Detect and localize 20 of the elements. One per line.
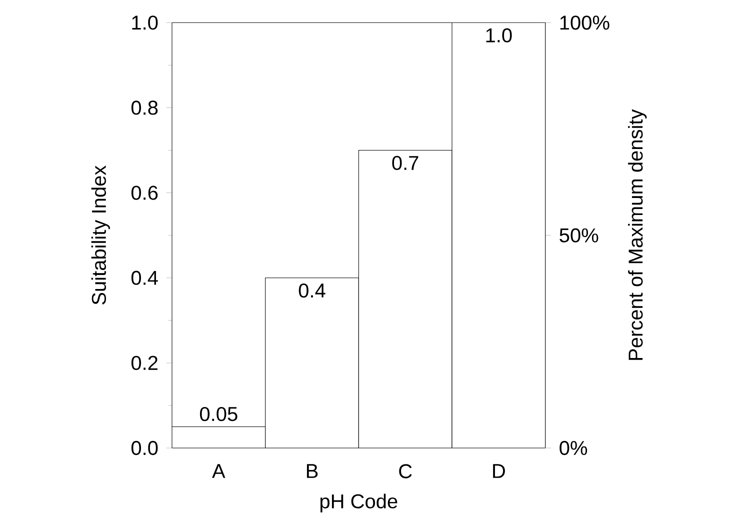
y-tick-label: 1.0	[132, 16, 158, 30]
y-tick-label: 0.0	[131, 440, 158, 456]
y-tick-label: 0.8	[131, 100, 158, 115]
x-tick-label: A	[212, 464, 226, 478]
data-label: 1.0	[486, 28, 512, 42]
x-tick-label: B	[306, 464, 318, 478]
x-tick-label: C	[399, 464, 412, 478]
x-tick-label: D	[493, 464, 505, 478]
y-tick-label: 0.4	[131, 270, 158, 285]
data-label: 0.4	[298, 283, 326, 298]
y2-axis-title: Percent of Maximum density	[628, 109, 647, 360]
y-axis-title: Suitability Index	[91, 166, 110, 304]
y2-tick-label: 50%	[560, 228, 598, 242]
data-label: 0.7	[392, 156, 418, 170]
y-tick-label: 0.6	[131, 186, 158, 200]
y-tick-label: 0.2	[131, 356, 158, 370]
y2-tick-label: 0%	[560, 440, 588, 456]
data-label: 0.05	[200, 406, 238, 422]
x-axis-title: pH Code	[320, 494, 398, 512]
y2-tick-label: 100%	[560, 16, 610, 30]
